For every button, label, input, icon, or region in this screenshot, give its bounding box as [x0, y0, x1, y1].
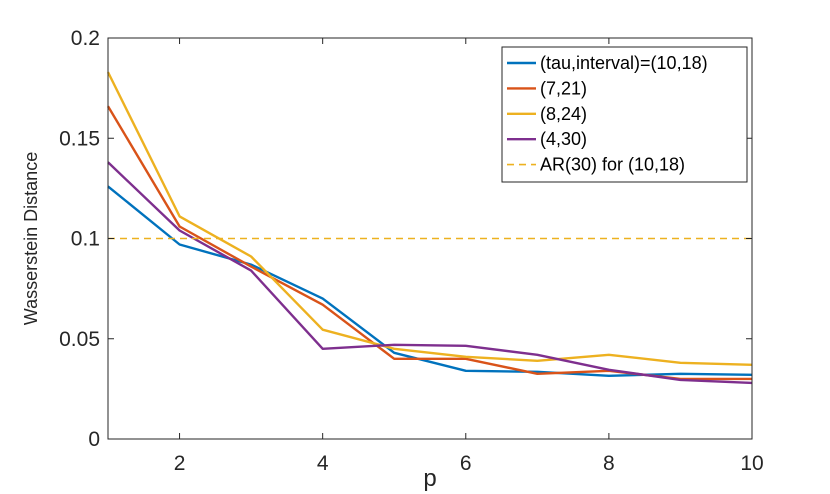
y-axis-label: Wasserstein Distance	[21, 152, 41, 325]
x-tick-label: 2	[174, 452, 186, 475]
legend-entry-4: AR(30) for (10,18)	[540, 155, 685, 175]
x-axis-label: p	[423, 465, 436, 492]
x-tick-label: 6	[460, 452, 472, 475]
x-tick-label: 10	[740, 452, 763, 475]
legend-entry-3: (4,30)	[540, 129, 587, 149]
y-tick-label: 0.15	[59, 127, 100, 150]
x-tick-label: 8	[603, 452, 615, 475]
series-line-3	[107, 161, 753, 385]
legend-entry-0: (tau,interval)=(10,18)	[540, 53, 708, 73]
y-tick-label: 0.05	[59, 328, 100, 351]
legend-entry-2: (8,24)	[540, 104, 587, 124]
series-line-2	[106, 71, 753, 366]
x-tick-label: 4	[317, 452, 329, 475]
legend-box	[501, 46, 748, 183]
legend: (tau,interval)=(10,18) (7,21) (8,24) (4,30)…	[501, 46, 748, 183]
ticks-layer: 2 4 6 8 10 0 0.05 0.1 0.15 0.2	[59, 27, 764, 475]
y-tick-label: 0.2	[71, 27, 100, 50]
legend-entry-1: (7,21)	[540, 78, 587, 98]
y-tick-label: 0	[88, 428, 100, 451]
y-tick-label: 0.1	[71, 228, 100, 251]
series-layer	[106, 71, 753, 385]
